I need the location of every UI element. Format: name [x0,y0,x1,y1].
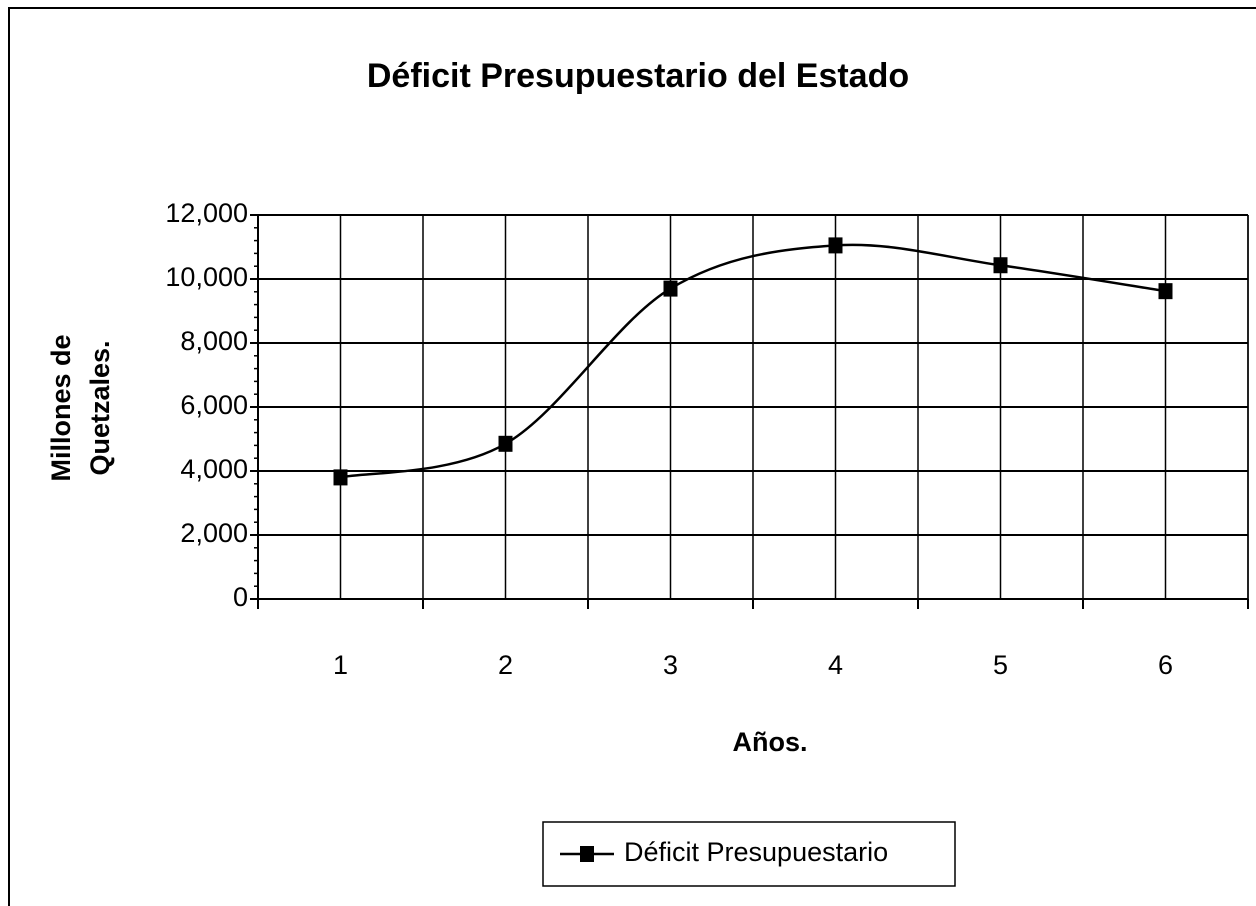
y-tick-label: 6,000 [180,390,248,420]
x-tick-label: 4 [828,650,843,680]
legend-marker [580,846,594,862]
y-tick-label: 8,000 [180,326,248,356]
x-tick-label: 6 [1158,650,1173,680]
x-tick-label: 2 [498,650,513,680]
x-tick-label: 1 [333,650,348,680]
series-line [340,243,1166,479]
x-tick-label: 3 [663,650,678,680]
legend-label: Déficit Presupuestario [624,837,888,867]
x-tick-label: 5 [993,650,1008,680]
marker [333,469,348,486]
y-axis-title: Millones de Quetzales. [46,334,115,481]
marker [993,257,1008,274]
y-tick-label: 10,000 [165,262,248,292]
y-tick-label: 12,000 [165,198,248,228]
y-tick-label: 4,000 [180,454,248,484]
y-axis-title-line: Quetzales. [85,340,115,475]
marker [828,237,843,254]
marker [1158,283,1173,300]
marker [663,280,678,297]
chart-border [8,7,1256,906]
chart-title: Déficit Presupuestario del Estado [367,57,909,95]
marker [498,435,513,452]
y-axis-title-line: Millones de [46,334,76,481]
x-axis-title: Años. [732,727,807,757]
y-tick-label: 0 [233,582,248,612]
y-tick-label: 2,000 [180,518,248,548]
